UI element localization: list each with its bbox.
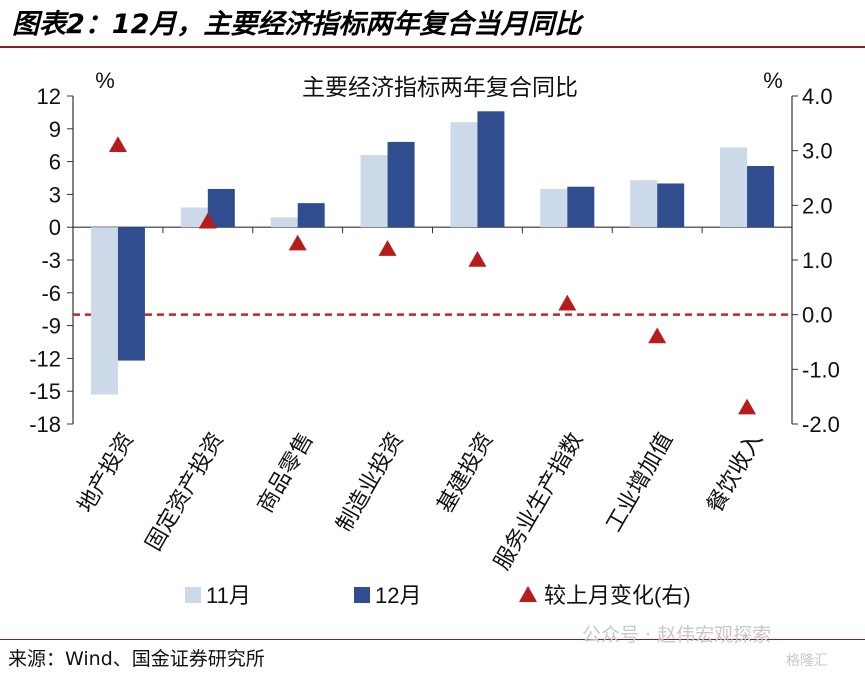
chart-markers — [108, 136, 757, 415]
change-marker — [738, 398, 757, 415]
category-label: 基建投资 — [432, 428, 498, 517]
bar-dec — [747, 165, 775, 228]
bar-nov — [720, 147, 748, 228]
right-tick-label: 1.0 — [802, 248, 833, 273]
left-unit-label: % — [95, 68, 115, 93]
right-unit-label: % — [763, 68, 783, 93]
category-label: 地产投资 — [73, 428, 139, 517]
figure-title: 图表2：12月，主要经济指标两年复合当月同比 — [12, 9, 582, 40]
left-tick-label: -3 — [41, 248, 61, 273]
category-label: 工业增加值 — [601, 428, 678, 536]
bar-nov — [90, 227, 118, 395]
change-marker — [288, 234, 307, 251]
bar-nov — [270, 217, 298, 228]
chart-bars — [90, 111, 775, 395]
chart-labels: 12 9 6 3 0 -3 -6 -9 -12 -15 -18 4.0 3.0 2.0 1.0 0.0 -1.0… — [29, 68, 840, 574]
bar-nov — [180, 207, 208, 228]
legend-swatch-nov — [185, 587, 201, 603]
legend-swatch-change — [519, 586, 537, 602]
bar-dec — [297, 203, 325, 228]
chart-title: 主要经济指标两年复合同比 — [302, 74, 578, 100]
change-marker — [558, 294, 577, 311]
legend-swatch-dec — [354, 587, 370, 603]
right-tick-label: 0.0 — [802, 303, 833, 328]
category-label: 商品零售 — [252, 428, 318, 517]
change-marker — [108, 136, 127, 152]
watermark-text: 公众号 · 赵伟宏观探索 — [582, 624, 772, 646]
category-label: 服务业生产指数 — [489, 428, 588, 574]
bar-nov — [360, 155, 388, 228]
left-tick-label: -18 — [29, 412, 61, 437]
right-tick-label: 3.0 — [802, 139, 833, 164]
bar-dec — [117, 227, 145, 361]
left-tick-label: -15 — [29, 379, 61, 404]
bar-nov — [540, 188, 568, 228]
bar-nov — [450, 122, 478, 228]
left-tick-label: 3 — [49, 182, 61, 207]
bar-dec — [567, 186, 595, 228]
change-marker — [378, 240, 397, 256]
bar-dec — [387, 141, 415, 228]
legend-label-change: 较上月变化(右) — [544, 583, 691, 608]
category-label: 制造业投资 — [331, 428, 408, 536]
bar-dec — [477, 111, 505, 228]
legend-label-nov: 11月 — [206, 583, 251, 608]
category-label: 固定资产投资 — [140, 428, 228, 555]
left-tick-label: -9 — [41, 314, 61, 339]
bar-nov — [630, 180, 658, 228]
chart-legend: 11月 12月 较上月变化(右) — [185, 583, 691, 608]
legend-label-dec: 12月 — [375, 583, 421, 608]
watermark-logo-text: 格隆汇 — [786, 653, 828, 669]
right-tick-label: 4.0 — [802, 84, 833, 109]
left-tick-label: 12 — [37, 84, 61, 109]
left-tick-label: -12 — [29, 346, 61, 371]
change-marker — [648, 327, 667, 344]
left-tick-label: 0 — [49, 215, 61, 240]
right-tick-label: -2.0 — [802, 412, 840, 437]
left-tick-label: 9 — [49, 117, 61, 142]
right-tick-label: 2.0 — [802, 193, 833, 218]
source-note: 来源：Wind、国金证券研究所 — [8, 648, 265, 670]
source-divider — [0, 639, 865, 640]
change-marker — [468, 251, 487, 267]
chart-axes — [67, 95, 798, 425]
left-tick-label: -6 — [41, 281, 61, 306]
right-tick-label: -1.0 — [802, 357, 840, 382]
change-marker — [198, 212, 217, 229]
bar-dec — [657, 183, 685, 228]
title-divider — [0, 46, 865, 48]
left-tick-label: 6 — [49, 150, 61, 175]
category-label: 餐饮收入 — [702, 428, 768, 517]
